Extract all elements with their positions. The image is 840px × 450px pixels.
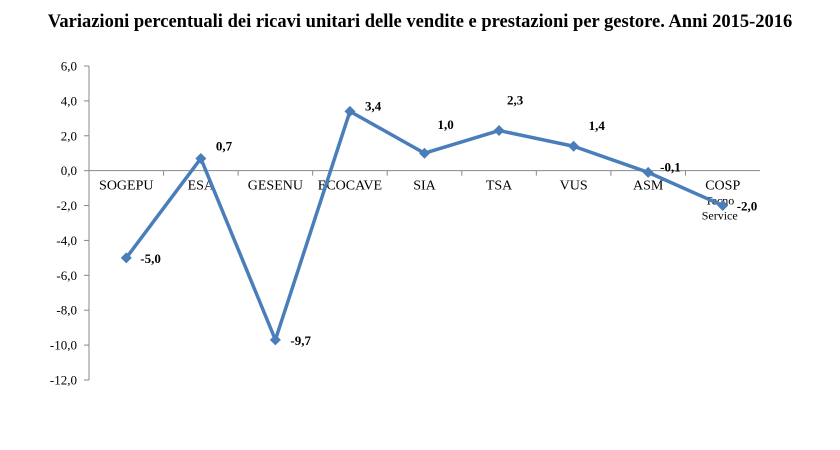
x-category-label: ECOCAVE bbox=[318, 179, 382, 194]
chart-title: Variazioni percentuali dei ricavi unitar… bbox=[47, 12, 793, 32]
x-category-label: ESA bbox=[188, 179, 215, 194]
x-category-label: Service bbox=[702, 209, 738, 223]
x-category-label: VUS bbox=[560, 179, 588, 194]
y-tick-label: -8,0 bbox=[56, 303, 77, 318]
data-label: 1,4 bbox=[589, 118, 606, 133]
series-group bbox=[120, 105, 729, 346]
x-axis-categories: SOGEPU ESA GESENU ECOCAVE SIA TSA VUS ASM COSPTe… bbox=[99, 179, 740, 223]
x-category-label: Tecno bbox=[705, 194, 734, 208]
data-point bbox=[269, 334, 281, 346]
data-label: 1,0 bbox=[438, 117, 454, 132]
y-axis-ticks: 6,0 4,0 2,0 0,0 -2,0 -4,0 -6,0 -8,0 -10,0 -12,0 bbox=[50, 59, 89, 388]
y-tick-label: -6,0 bbox=[56, 268, 77, 283]
data-label: 2,3 bbox=[507, 93, 524, 108]
y-tick-label: -10,0 bbox=[50, 338, 77, 353]
data-labels: -5,0 0,7 -9,7 3,4 1,0 2,3 1,4 -0,1 -2,0 bbox=[140, 93, 757, 348]
data-point bbox=[568, 140, 580, 152]
y-tick-label: 0,0 bbox=[61, 163, 77, 178]
data-label: -0,1 bbox=[660, 159, 681, 174]
data-point bbox=[120, 252, 132, 264]
y-tick-label: 6,0 bbox=[61, 59, 77, 74]
y-tick-label: 2,0 bbox=[61, 128, 77, 143]
y-tick-label: -12,0 bbox=[50, 373, 77, 388]
data-label: -9,7 bbox=[290, 333, 311, 348]
data-point bbox=[642, 166, 654, 178]
x-category-label: ASM bbox=[633, 179, 664, 194]
data-point bbox=[419, 147, 430, 159]
data-label: 0,7 bbox=[216, 138, 233, 153]
x-category-label: SIA bbox=[413, 179, 436, 194]
x-category-label: COSP bbox=[705, 179, 740, 194]
data-point bbox=[493, 125, 505, 137]
y-tick-label: 4,0 bbox=[61, 93, 77, 108]
data-label: -2,0 bbox=[737, 199, 758, 214]
data-label: 3,4 bbox=[365, 98, 382, 113]
x-category-label: GESENU bbox=[248, 179, 303, 194]
data-point bbox=[195, 152, 207, 164]
data-label: -5,0 bbox=[140, 251, 161, 266]
data-point bbox=[717, 200, 729, 212]
y-tick-label: -4,0 bbox=[56, 233, 77, 248]
chart-axes bbox=[88, 66, 760, 380]
y-tick-label: -2,0 bbox=[56, 198, 77, 213]
x-category-label: TSA bbox=[486, 179, 513, 194]
data-point bbox=[344, 105, 356, 117]
x-category-label: SOGEPU bbox=[99, 179, 153, 194]
